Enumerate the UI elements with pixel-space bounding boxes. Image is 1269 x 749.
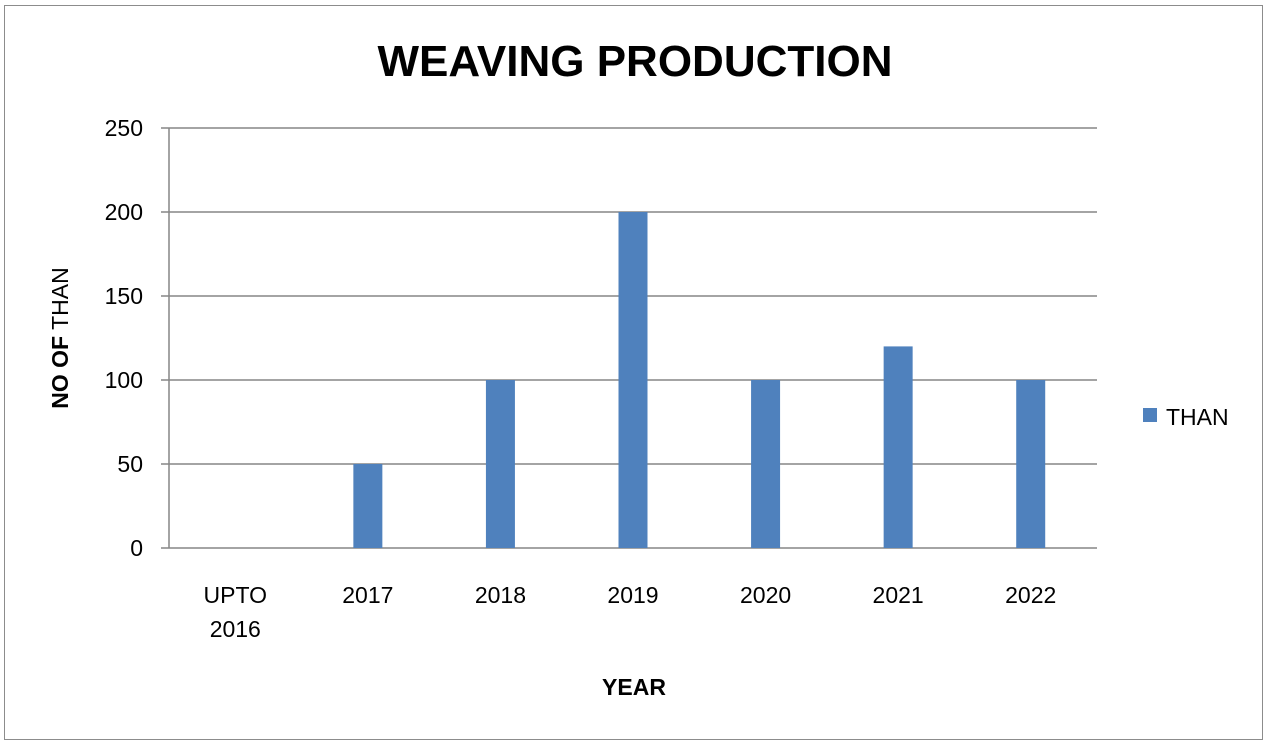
- bar: [485, 380, 515, 548]
- bar: [883, 346, 913, 548]
- bar: [618, 212, 648, 548]
- y-axis-title-bold: NO OF: [47, 336, 73, 409]
- x-tick-labels: UPTO 2016 2017 2018 2019 2020 2021 2022: [204, 582, 1057, 642]
- y-axis-title: NO OF THAN: [47, 267, 73, 408]
- x-tick-label: 2019: [607, 582, 658, 608]
- bar: [353, 464, 383, 548]
- legend-swatch: [1143, 408, 1157, 422]
- x-axis-title: YEAR: [602, 674, 666, 700]
- x-tick-label: 2022: [1005, 582, 1056, 608]
- x-tick-label: 2017: [342, 582, 393, 608]
- y-tick-label: 200: [105, 199, 143, 225]
- y-tick-label: 250: [105, 115, 143, 141]
- y-tick-label: 0: [130, 535, 143, 561]
- y-tick-label: 100: [105, 367, 143, 393]
- legend: THAN: [1143, 404, 1229, 430]
- bars: [353, 212, 1046, 548]
- legend-label: THAN: [1166, 404, 1229, 430]
- y-axis-title-regular: THAN: [47, 267, 73, 336]
- y-tick-label: 150: [105, 283, 143, 309]
- x-tick-label: 2021: [873, 582, 924, 608]
- y-tick-label: 50: [117, 451, 143, 477]
- x-tick-label: 2020: [740, 582, 791, 608]
- x-tick-label: UPTO: [204, 582, 267, 608]
- bar: [1016, 380, 1046, 548]
- y-tick-labels: 0 50 100 150 200 250: [105, 115, 143, 561]
- chart-title: WEAVING PRODUCTION: [378, 37, 893, 86]
- x-tick-label: 2018: [475, 582, 526, 608]
- x-tick-label: 2016: [210, 616, 261, 642]
- bar: [751, 380, 781, 548]
